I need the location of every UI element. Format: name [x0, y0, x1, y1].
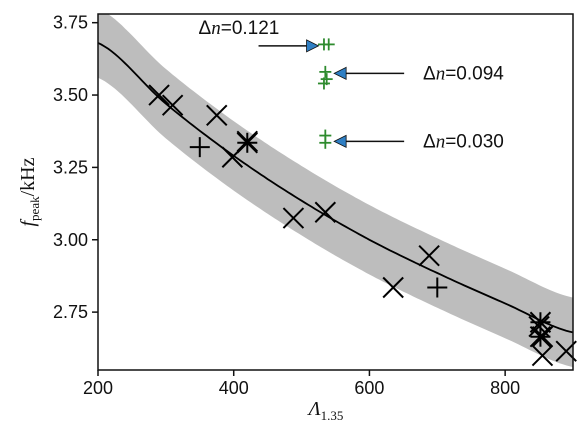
marker-cross-s0	[161, 94, 184, 116]
y-axis-title: fpeak/kHz	[17, 157, 42, 226]
annotation-arrowhead	[333, 134, 347, 148]
annotation-2: Δn=0.030	[333, 131, 504, 152]
x-axis-title: Λ1.35	[307, 398, 344, 423]
x-tick-label: 400	[219, 378, 249, 398]
axis-ticks-layer: 200 400 600 800 2.75 3.00 3.25 3.50 3.75	[53, 13, 520, 398]
marker-plus-s3	[317, 77, 330, 90]
annotation-0: Δn=0.121	[199, 18, 320, 53]
marker-cross-s0	[418, 244, 440, 267]
y-tick-label: 3.25	[53, 157, 88, 177]
y-tick-label: 3.50	[53, 85, 88, 105]
x-tick-label: 600	[354, 378, 384, 398]
marker-plus-s1	[189, 137, 210, 158]
annotation-arrowhead	[306, 39, 320, 53]
y-tick-label: 2.75	[53, 302, 88, 322]
confidence-band-layer	[98, 14, 573, 368]
annotation-1: Δn=0.094	[333, 63, 504, 84]
marker-cross-s0	[531, 344, 554, 367]
marker-cross-s0	[148, 84, 170, 106]
x-tick-label: 200	[83, 378, 113, 398]
y-tick-label: 3.75	[53, 13, 88, 33]
annotations-layer: Δn=0.121 Δn=0.094 Δn=0.030	[199, 18, 505, 153]
marker-cross-s0	[314, 201, 337, 223]
confidence-band	[98, 14, 573, 368]
annotation-label: Δn=0.121	[199, 18, 280, 39]
x-tick-label: 800	[490, 378, 520, 398]
annotation-label: Δn=0.094	[423, 63, 504, 84]
plot-frame	[97, 13, 574, 371]
fit-curve-layer	[98, 42, 573, 334]
marker-plus-s3	[319, 65, 332, 78]
annotation-arrowhead	[333, 66, 347, 80]
marker-plus-s1	[427, 277, 448, 298]
data-markers-layer	[148, 38, 577, 367]
marker-star-s2	[236, 132, 258, 154]
marker-cross-s0	[282, 207, 305, 229]
marker-plus-s3	[319, 136, 332, 149]
marker-plus-s3	[322, 38, 335, 51]
annotation-label: Δn=0.030	[423, 131, 504, 152]
marker-star-s2	[529, 326, 552, 348]
fit-curve	[98, 42, 573, 334]
marker-cross-s0	[382, 276, 404, 299]
y-tick-label: 3.00	[53, 230, 88, 250]
marker-cross-s0	[206, 104, 228, 127]
